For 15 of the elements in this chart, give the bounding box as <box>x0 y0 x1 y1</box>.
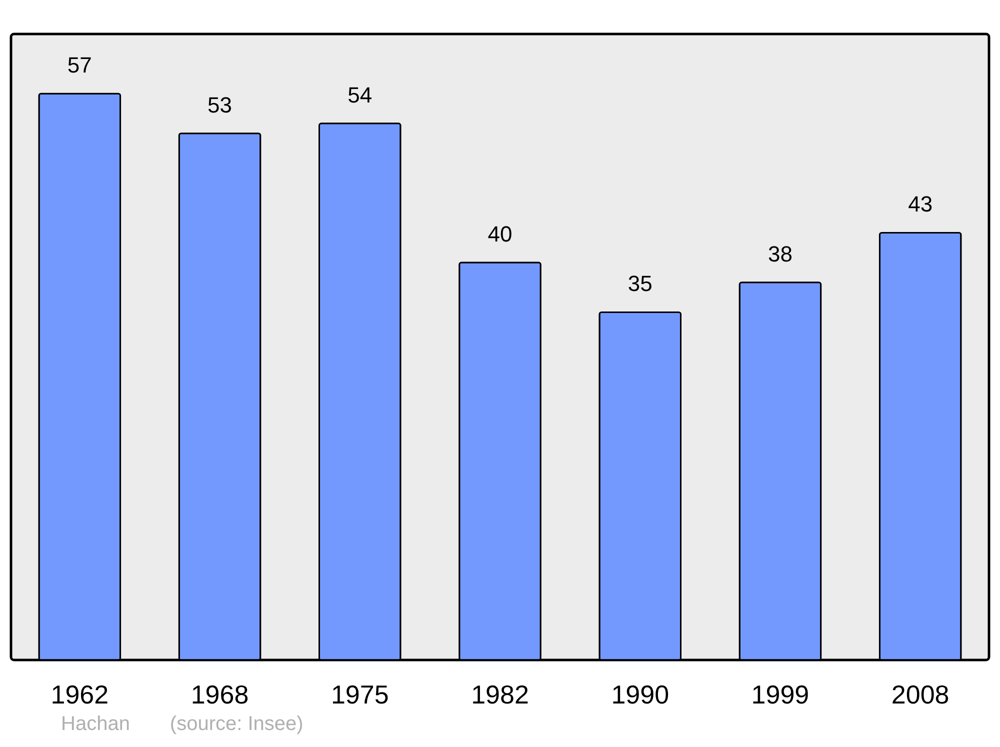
data-label: 38 <box>768 241 792 266</box>
x-tick-label: 1982 <box>471 680 529 710</box>
data-label: 57 <box>67 52 92 78</box>
data-label: 35 <box>628 271 652 296</box>
data-label: 43 <box>908 192 933 217</box>
x-tick-label: 1990 <box>611 680 670 710</box>
data-label: 40 <box>488 222 512 247</box>
x-tick-label: 1968 <box>190 680 249 710</box>
x-tick-label: 2008 <box>891 680 950 710</box>
x-tick-label: 1999 <box>751 680 810 710</box>
data-label: 54 <box>348 82 372 108</box>
text: Hachan (source: Insee) <box>61 713 304 735</box>
x-tick-label: 1962 <box>50 680 109 710</box>
data-label: 53 <box>208 92 232 118</box>
x-tick-label: 1975 <box>330 680 389 710</box>
